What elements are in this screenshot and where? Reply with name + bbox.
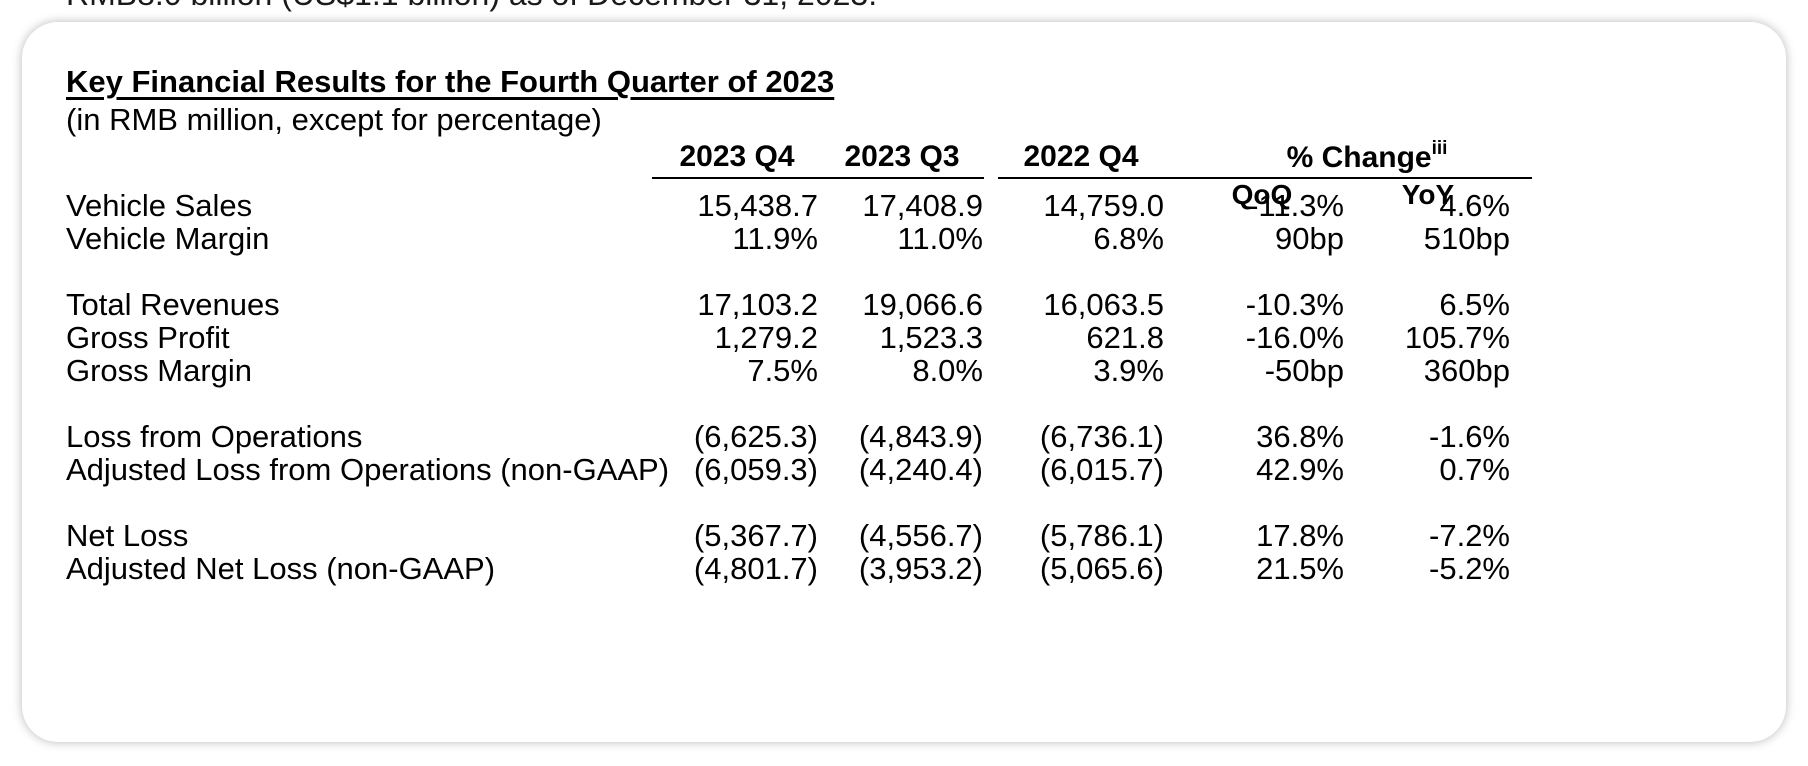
cell-q4-2023: (6,625.3) — [693, 419, 818, 454]
cell-q4-2023: 1,279.2 — [714, 320, 818, 355]
cell-qoq: -16.0% — [1245, 320, 1344, 355]
cell-q4-2022: (5,065.6) — [1039, 551, 1164, 586]
row-label: Adjusted Loss from Operations (non-GAAP) — [66, 452, 670, 487]
cell-yoy: 360bp — [1423, 353, 1510, 388]
cell-q4-2022: (6,736.1) — [1039, 419, 1164, 454]
cell-q4-2023: (6,059.3) — [693, 452, 818, 487]
table-row: Net Loss (5,367.7) (4,556.7) (5,786.1) 17.8%… — [22, 518, 1786, 556]
row-label: Net Loss — [66, 518, 189, 553]
cell-q3-2023: 8.0% — [912, 353, 983, 388]
table-row: Adjusted Loss from Operations (non-GAAP)… — [22, 452, 1786, 490]
row-label: Loss from Operations — [66, 419, 363, 454]
header-rule-2023 — [652, 177, 984, 179]
cell-q3-2023: 19,066.6 — [862, 287, 983, 322]
cell-qoq: 42.9% — [1256, 452, 1344, 487]
table-row: Adjusted Net Loss (non-GAAP) (4,801.7) (3,… — [22, 551, 1786, 589]
table-title: Key Financial Results for the Fourth Qua… — [66, 64, 835, 99]
table-row: Gross Profit 1,279.2 1,523.3 621.8 -16.0% 105… — [22, 320, 1786, 358]
table-subtitle: (in RMB million, except for percentage) — [66, 102, 602, 137]
table-row: Total Revenues 17,103.2 19,066.6 16,063.5 -1… — [22, 287, 1786, 325]
cell-yoy: 510bp — [1423, 221, 1510, 256]
cell-yoy: 4.6% — [1439, 188, 1510, 223]
cell-q3-2023: (3,953.2) — [858, 551, 983, 586]
cell-q4-2023: 11.9% — [732, 221, 818, 256]
cell-q4-2022: 6.8% — [1093, 221, 1164, 256]
cell-q4-2023: 17,103.2 — [697, 287, 818, 322]
cell-q4-2023: (4,801.7) — [693, 551, 818, 586]
cell-q4-2023: (5,367.7) — [693, 518, 818, 553]
row-label: Total Revenues — [66, 287, 280, 322]
col-header-2023-q4: 2023 Q4 — [679, 140, 795, 173]
col-header-2023-q3: 2023 Q3 — [844, 140, 960, 173]
cell-q3-2023: 11.0% — [897, 221, 983, 256]
cell-q4-2023: 15,438.7 — [697, 188, 818, 223]
row-label: Vehicle Sales — [66, 188, 253, 223]
row-label: Gross Profit — [66, 320, 230, 355]
cell-q3-2023: (4,240.4) — [858, 452, 983, 487]
cell-q4-2023: 7.5% — [747, 353, 818, 388]
cell-qoq: 17.8% — [1256, 518, 1344, 553]
row-label: Adjusted Net Loss (non-GAAP) — [66, 551, 496, 586]
header-rule-2022-change — [998, 177, 1532, 179]
cell-q3-2023: 17,408.9 — [862, 188, 983, 223]
table-row: Vehicle Sales 15,438.7 17,408.9 14,759.0 -11… — [22, 188, 1786, 226]
cell-yoy: 6.5% — [1439, 287, 1510, 322]
cell-q4-2022: 14,759.0 — [1043, 188, 1164, 223]
cell-q4-2022: (5,786.1) — [1039, 518, 1164, 553]
cell-yoy: -1.6% — [1429, 419, 1510, 454]
col-header-pct-change: % Changeiii — [1202, 138, 1532, 175]
cell-q3-2023: (4,556.7) — [858, 518, 983, 553]
row-label: Vehicle Margin — [66, 221, 270, 256]
cell-q3-2023: (4,843.9) — [858, 419, 983, 454]
row-label: Gross Margin — [66, 353, 253, 388]
cell-yoy: -7.2% — [1429, 518, 1510, 553]
cell-q4-2022: 621.8 — [1086, 320, 1164, 355]
cell-qoq: 21.5% — [1256, 551, 1344, 586]
cell-q3-2023: 1,523.3 — [879, 320, 983, 355]
table-row: Vehicle Margin 11.9% 11.0% 6.8% 90bp 510bp — [22, 221, 1786, 259]
financial-results-card: Key Financial Results for the Fourth Qua… — [22, 22, 1786, 742]
cell-q4-2022: (6,015.7) — [1039, 452, 1164, 487]
table-row: Gross Margin 7.5% 8.0% 3.9% -50bp 360bp — [22, 353, 1786, 391]
subheader-yoy: YoY — [1401, 179, 1455, 210]
subheader-qoq: QoQ — [1231, 179, 1293, 210]
cell-yoy: -5.2% — [1429, 551, 1510, 586]
pct-change-label: % Change — [1286, 141, 1432, 174]
cell-qoq: 90bp — [1275, 221, 1344, 256]
cell-yoy: 0.7% — [1439, 452, 1510, 487]
table-row: Loss from Operations (6,625.3) (4,843.9) (6… — [22, 419, 1786, 457]
cell-yoy: 105.7% — [1404, 320, 1510, 355]
cell-q4-2022: 3.9% — [1093, 353, 1164, 388]
cell-qoq: -50bp — [1264, 353, 1344, 388]
clipped-previous-line: RMB8.0 billion (US$1.1 billion) as of De… — [66, 0, 877, 13]
cell-q4-2022: 16,063.5 — [1043, 287, 1164, 322]
cell-qoq: -10.3% — [1245, 287, 1344, 322]
cell-qoq: 36.8% — [1256, 419, 1344, 454]
cell-qoq: -11.3% — [1248, 188, 1344, 223]
col-header-2022-q4: 2022 Q4 — [1023, 140, 1139, 173]
footnote-marker: iii — [1431, 138, 1448, 159]
